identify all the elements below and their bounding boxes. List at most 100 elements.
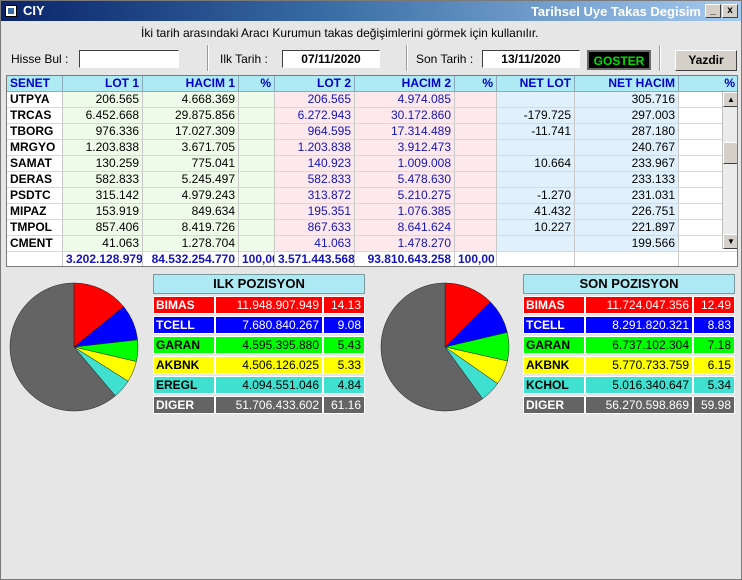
minimize-button[interactable]: _ xyxy=(705,4,721,18)
end-date-field[interactable]: 13/11/2020 xyxy=(482,50,580,68)
table-cell: 206.565 xyxy=(63,92,143,108)
table-cell: 41.063 xyxy=(63,236,143,252)
column-header[interactable]: SENET xyxy=(7,76,63,92)
table-row[interactable]: CMENT 41.063 1.278.704 41.063 1.478.270 199.5… xyxy=(7,236,737,252)
table-cell: -1.270 xyxy=(497,188,575,204)
table-row[interactable]: MIPAZ 153.919 849.634 195.351 1.076.385 41.43… xyxy=(7,204,737,220)
legend-row: BIMAS 11.724.047.356 12.49 xyxy=(523,296,735,314)
table-cell: 29.875.856 xyxy=(143,108,239,124)
column-header[interactable]: NET LOT xyxy=(497,76,575,92)
toolbar-divider xyxy=(207,45,209,71)
table-cell: -179.725 xyxy=(497,108,575,124)
legend-percent: 5.43 xyxy=(323,336,365,354)
table-cell: 297.003 xyxy=(575,108,679,124)
legend-row: EREGL 4.094.551.046 4.84 xyxy=(153,376,365,394)
table-row[interactable]: MRGYO 1.203.838 3.671.705 1.203.838 3.912.47… xyxy=(7,140,737,156)
scroll-up-icon[interactable]: ▲ xyxy=(723,92,737,107)
table-cell xyxy=(239,204,275,220)
close-button[interactable]: x xyxy=(722,4,738,18)
table-cell xyxy=(455,140,497,156)
symbol-cell: SAMAT xyxy=(7,156,63,172)
table-cell: 153.919 xyxy=(63,204,143,220)
table-cell: 199.566 xyxy=(575,236,679,252)
table-row[interactable]: TMPOL 857.406 8.419.726 867.633 8.641.624 10.… xyxy=(7,220,737,236)
column-header[interactable]: HACIM 2 xyxy=(355,76,455,92)
print-button[interactable]: Yazdir xyxy=(675,50,737,71)
column-header[interactable]: HACIM 1 xyxy=(143,76,239,92)
column-header[interactable]: % xyxy=(679,76,737,92)
total-cell xyxy=(679,252,737,266)
table-cell: 315.142 xyxy=(63,188,143,204)
table-row[interactable]: TRCAS 6.452.668 29.875.856 6.272.943 30.172.… xyxy=(7,108,737,124)
table-cell: 313.872 xyxy=(275,188,355,204)
table-cell: 1.076.385 xyxy=(355,204,455,220)
table-cell: 1.478.270 xyxy=(355,236,455,252)
table-cell xyxy=(497,92,575,108)
pie-slice-bimas xyxy=(73,282,125,348)
totals-row: 3.202.128.979 84.532.254.770 100,00 3.57… xyxy=(7,252,737,266)
column-header[interactable]: NET HACIM xyxy=(575,76,679,92)
total-cell: 100,00 xyxy=(455,252,497,266)
symbol-cell: PSDTC xyxy=(7,188,63,204)
table-row[interactable]: DERAS 582.833 5.245.497 582.833 5.478.630 233… xyxy=(7,172,737,188)
end-date-label: Son Tarih : xyxy=(416,52,474,66)
table-cell: 287.180 xyxy=(575,124,679,140)
table-row[interactable]: TBORG 976.336 17.027.309 964.595 17.314.489 -… xyxy=(7,124,737,140)
legend-row: GARAN 6.737.102.304 7.18 xyxy=(523,336,735,354)
start-date-field[interactable]: 07/11/2020 xyxy=(282,50,380,68)
column-header[interactable]: % xyxy=(239,76,275,92)
table-cell xyxy=(239,172,275,188)
legend-percent: 12.49 xyxy=(693,296,735,314)
grid-scrollbar[interactable]: ▲ ▼ xyxy=(722,92,737,249)
table-cell: 1.278.704 xyxy=(143,236,239,252)
title-bar[interactable]: CIY Tarihsel Uye Takas Degisim _ x xyxy=(1,1,741,21)
pie-slice-diger xyxy=(9,282,116,412)
table-cell: 233.133 xyxy=(575,172,679,188)
table-cell: 964.595 xyxy=(275,124,355,140)
legend-value: 11.948.907.949 xyxy=(215,296,323,314)
scroll-down-icon[interactable]: ▼ xyxy=(723,234,737,249)
legend-symbol: DIGER xyxy=(153,396,215,414)
legend-row: DIGER 56.270.598.869 59.98 xyxy=(523,396,735,414)
scroll-thumb[interactable] xyxy=(723,142,737,164)
symbol-cell: DERAS xyxy=(7,172,63,188)
legend-symbol: EREGL xyxy=(153,376,215,394)
legend-value: 56.270.598.869 xyxy=(585,396,693,414)
total-cell xyxy=(497,252,575,266)
total-cell: 100,00 xyxy=(239,252,275,266)
search-input[interactable] xyxy=(79,50,179,68)
table-cell: 130.259 xyxy=(63,156,143,172)
table-cell: 867.633 xyxy=(275,220,355,236)
legend-symbol: BIMAS xyxy=(153,296,215,314)
table-row[interactable]: PSDTC 315.142 4.979.243 313.872 5.210.275 -1.… xyxy=(7,188,737,204)
total-cell xyxy=(575,252,679,266)
legend-symbol: DIGER xyxy=(523,396,585,414)
legend-value: 5.016.340.647 xyxy=(585,376,693,394)
column-header[interactable]: LOT 1 xyxy=(63,76,143,92)
symbol-cell: CMENT xyxy=(7,236,63,252)
table-cell xyxy=(239,108,275,124)
takas-grid[interactable]: SENET LOT 1 HACIM 1 % LOT 2 HACIM 2 % NE… xyxy=(6,75,738,267)
legend-value: 4.094.551.046 xyxy=(215,376,323,394)
table-cell xyxy=(239,124,275,140)
show-button[interactable]: GOSTER xyxy=(587,50,651,70)
symbol-cell: TBORG xyxy=(7,124,63,140)
table-cell: 4.979.243 xyxy=(143,188,239,204)
total-cell xyxy=(7,252,63,266)
total-cell: 3.571.443.568 xyxy=(275,252,355,266)
legend-percent: 7.18 xyxy=(693,336,735,354)
table-cell xyxy=(239,188,275,204)
legend-row: AKBNK 5.770.733.759 6.15 xyxy=(523,356,735,374)
table-cell: 1.203.838 xyxy=(275,140,355,156)
table-row[interactable]: UTPYA 206.565 4.668.369 206.565 4.974.085 305… xyxy=(7,92,737,108)
ilk-pozisyon-legend: ILK POZISYON BIMAS 11.948.907.949 14.13 TCE… xyxy=(153,274,365,414)
legend-percent: 5.34 xyxy=(693,376,735,394)
table-cell: 195.351 xyxy=(275,204,355,220)
legend-row: TCELL 8.291.820.321 8.83 xyxy=(523,316,735,334)
table-cell: 8.419.726 xyxy=(143,220,239,236)
table-row[interactable]: SAMAT 130.259 775.041 140.923 1.009.008 10.66… xyxy=(7,156,737,172)
column-header[interactable]: % xyxy=(455,76,497,92)
column-header[interactable]: LOT 2 xyxy=(275,76,355,92)
table-cell: 8.641.624 xyxy=(355,220,455,236)
